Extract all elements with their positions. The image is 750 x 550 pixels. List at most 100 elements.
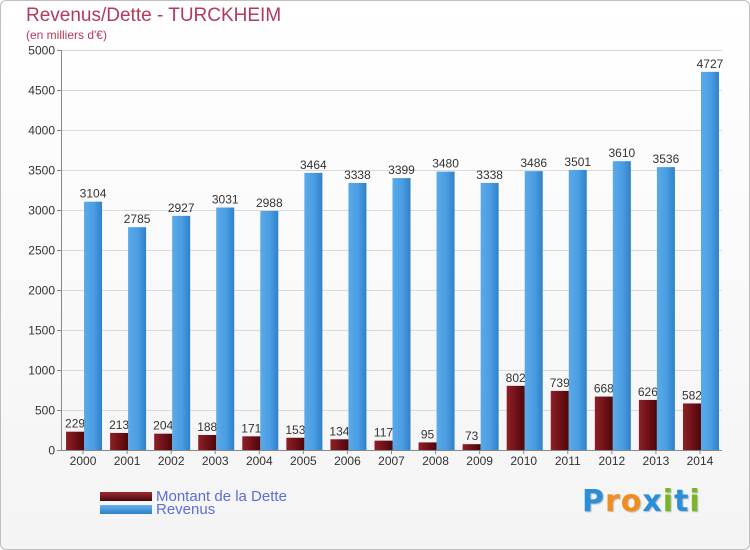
data-label-debt: 582 [682, 388, 702, 402]
data-label-debt: 802 [506, 371, 526, 385]
data-label-debt: 95 [421, 427, 435, 441]
bar-debt [330, 439, 349, 450]
chart-title: Revenus/Dette - TURCKHEIM [26, 5, 282, 26]
data-label-revenue: 3338 [476, 168, 503, 182]
x-tick-label: 2001 [114, 454, 141, 468]
data-label-debt: 626 [638, 385, 658, 399]
data-label-revenue: 3501 [564, 155, 591, 169]
logo-letter: i [662, 484, 675, 519]
data-label-revenue: 3104 [80, 187, 107, 201]
data-label-debt: 229 [65, 417, 85, 431]
data-label-revenue: 3031 [212, 193, 239, 207]
bar-debt [242, 436, 261, 450]
x-tick-label: 2013 [643, 454, 670, 468]
data-label-debt: 213 [109, 418, 129, 432]
bar-debt [594, 396, 613, 450]
data-label-revenue: 2785 [124, 212, 151, 226]
bar-revenue [348, 182, 367, 450]
data-label-revenue: 3480 [432, 157, 459, 171]
logo-letter: x [642, 484, 663, 519]
bar-debt [506, 385, 525, 450]
bar-revenue [392, 178, 411, 450]
proxiti-logo: Proxiti [582, 484, 701, 519]
data-label-revenue: 3399 [388, 163, 415, 177]
logo-letter: i [689, 484, 701, 519]
data-label-revenue: 3338 [344, 168, 371, 182]
chart-subtitle: (en milliers d'€) [26, 28, 107, 42]
bar-revenue [700, 71, 719, 450]
bar-revenue [568, 169, 587, 451]
x-tick-label: 2012 [598, 454, 625, 468]
y-tick-label: 1500 [28, 324, 55, 338]
data-label-revenue: 3536 [653, 152, 680, 166]
bar-revenue [260, 210, 279, 450]
data-label-revenue: 3610 [608, 146, 635, 160]
bar-debt [154, 433, 173, 450]
x-tick-label: 2004 [246, 454, 273, 468]
x-tick-label: 2002 [158, 454, 185, 468]
bar-debt [286, 437, 305, 450]
bar-revenue [656, 167, 675, 450]
bar-revenue [84, 201, 103, 450]
bar-revenue [128, 227, 147, 450]
x-tick-label: 2014 [687, 454, 714, 468]
bar-revenue [172, 215, 191, 450]
legend-revenue-label: Revenus [156, 500, 216, 518]
legend-debt: Montant de la Dette [100, 487, 287, 505]
y-tick-label: 2500 [28, 244, 55, 258]
data-label-debt: 153 [285, 423, 305, 437]
data-label-revenue: 4727 [697, 57, 724, 71]
legend-revenue: Revenus [100, 500, 216, 518]
y-tick-label: 0 [48, 444, 55, 458]
y-tick-label: 5000 [28, 44, 55, 58]
y-tick-label: 3500 [28, 164, 55, 178]
bar-revenue [304, 172, 323, 450]
logo-letter: o [620, 484, 643, 519]
data-label-debt: 73 [465, 429, 479, 443]
bar-revenue [612, 161, 631, 450]
data-label-revenue: 3486 [520, 156, 547, 170]
data-label-debt: 134 [329, 424, 349, 438]
x-tick-label: 2011 [555, 454, 581, 468]
data-label-debt: 188 [197, 420, 217, 434]
bar-debt [462, 444, 481, 450]
bar-debt [638, 399, 657, 450]
bar-debt [198, 434, 217, 450]
legend-revenue-swatch [100, 504, 152, 514]
bar-debt [550, 390, 569, 450]
data-label-revenue: 2988 [256, 196, 283, 210]
x-tick-label: 2010 [510, 454, 537, 468]
bar-revenue [524, 171, 543, 450]
data-label-debt: 117 [374, 426, 393, 440]
bar-revenue [216, 207, 235, 450]
bar-debt [682, 403, 701, 450]
data-label-debt: 204 [153, 419, 173, 433]
data-label-revenue: 2927 [168, 201, 195, 215]
x-tick-label: 2006 [334, 454, 361, 468]
x-tick-label: 2003 [202, 454, 229, 468]
x-tick-label: 2000 [70, 454, 97, 468]
x-tick-label: 2008 [422, 454, 449, 468]
x-tick-label: 2005 [290, 454, 317, 468]
logo-letter: r [605, 484, 621, 519]
data-label-debt: 739 [550, 376, 570, 390]
y-tick-label: 4000 [28, 124, 55, 138]
legend-debt-swatch [100, 491, 152, 501]
bar-debt [374, 440, 393, 450]
bar-debt [66, 431, 85, 450]
bar-debt [418, 442, 437, 450]
legend-debt-label: Montant de la Dette [156, 487, 287, 505]
data-label-debt: 668 [594, 382, 614, 396]
bar-revenue [480, 182, 499, 450]
logo-letter: P [582, 484, 605, 519]
y-tick-label: 4500 [28, 84, 55, 98]
x-tick-label: 2007 [378, 454, 405, 468]
bar-debt [110, 432, 129, 450]
data-label-debt: 171 [241, 421, 261, 435]
y-tick-label: 1000 [28, 364, 55, 378]
y-tick-label: 500 [35, 404, 55, 418]
logo-letter: t [674, 484, 690, 519]
data-label-revenue: 3464 [300, 158, 327, 172]
y-tick-label: 3000 [28, 204, 55, 218]
